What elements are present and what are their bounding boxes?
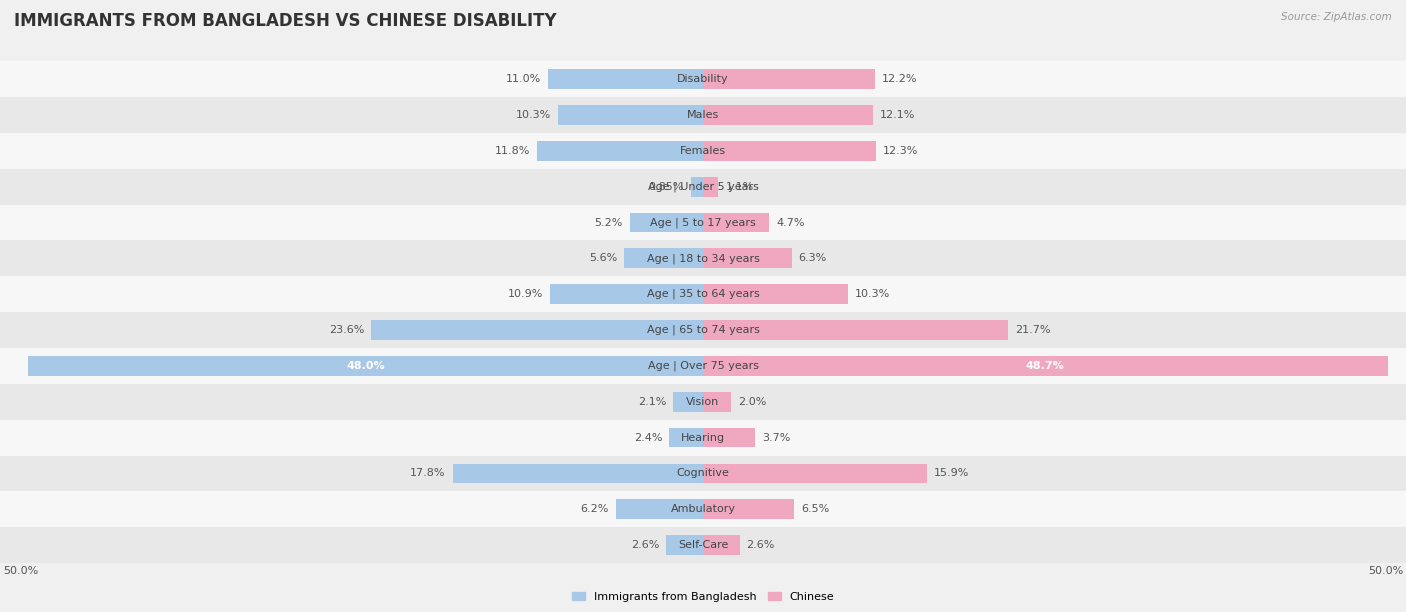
Bar [0,420,1406,455]
Text: 10.3%: 10.3% [855,289,890,299]
Text: 17.8%: 17.8% [411,468,446,479]
Bar [692,177,703,196]
Text: 11.8%: 11.8% [495,146,530,156]
Bar [703,285,848,304]
Text: 1.1%: 1.1% [725,182,754,192]
Bar [0,169,1406,204]
Text: Age | 65 to 74 years: Age | 65 to 74 years [647,325,759,335]
Bar [703,536,740,555]
Bar [371,320,703,340]
Text: 48.7%: 48.7% [1026,361,1064,371]
Text: 2.6%: 2.6% [631,540,659,550]
Text: Age | Over 75 years: Age | Over 75 years [648,360,758,371]
Bar [703,428,755,447]
Text: Hearing: Hearing [681,433,725,442]
Text: 5.2%: 5.2% [595,217,623,228]
Bar [0,241,1406,276]
Text: 15.9%: 15.9% [934,468,969,479]
Text: Source: ZipAtlas.com: Source: ZipAtlas.com [1281,12,1392,22]
Text: 10.9%: 10.9% [508,289,543,299]
Bar [666,536,703,555]
Text: Cognitive: Cognitive [676,468,730,479]
Text: 21.7%: 21.7% [1015,325,1050,335]
Bar [703,499,794,519]
Bar [537,141,703,161]
Text: 6.5%: 6.5% [801,504,830,514]
Bar [0,348,1406,384]
Bar [0,97,1406,133]
Text: 12.1%: 12.1% [880,110,915,120]
Text: 4.7%: 4.7% [776,217,804,228]
Text: Vision: Vision [686,397,720,407]
Bar [703,463,927,483]
Text: 3.7%: 3.7% [762,433,790,442]
Bar [0,491,1406,527]
Text: 2.1%: 2.1% [638,397,666,407]
Text: 6.2%: 6.2% [581,504,609,514]
Bar [703,141,876,161]
Text: Females: Females [681,146,725,156]
Text: 0.85%: 0.85% [648,182,685,192]
Text: 50.0%: 50.0% [1368,566,1403,576]
Bar [0,61,1406,97]
Bar [703,320,1008,340]
Legend: Immigrants from Bangladesh, Chinese: Immigrants from Bangladesh, Chinese [567,588,839,606]
Text: 12.2%: 12.2% [882,74,917,84]
Text: 2.6%: 2.6% [747,540,775,550]
Text: 11.0%: 11.0% [506,74,541,84]
Bar [703,392,731,412]
Bar [0,133,1406,169]
Bar [0,527,1406,563]
Bar [616,499,703,519]
Bar [0,384,1406,420]
Text: 23.6%: 23.6% [329,325,364,335]
Bar [673,392,703,412]
Text: Ambulatory: Ambulatory [671,504,735,514]
Text: Disability: Disability [678,74,728,84]
Text: 5.6%: 5.6% [589,253,617,263]
Bar [28,356,703,376]
Bar [703,105,873,125]
Text: 2.0%: 2.0% [738,397,766,407]
Bar [703,248,792,268]
Bar [0,276,1406,312]
Bar [624,248,703,268]
Text: Age | 35 to 64 years: Age | 35 to 64 years [647,289,759,299]
Text: Self-Care: Self-Care [678,540,728,550]
Text: 2.4%: 2.4% [634,433,662,442]
Bar [550,285,703,304]
Text: Age | 18 to 34 years: Age | 18 to 34 years [647,253,759,264]
Bar [669,428,703,447]
Text: IMMIGRANTS FROM BANGLADESH VS CHINESE DISABILITY: IMMIGRANTS FROM BANGLADESH VS CHINESE DI… [14,12,557,30]
Bar [703,177,718,196]
Bar [548,69,703,89]
Text: 6.3%: 6.3% [799,253,827,263]
Bar [453,463,703,483]
Text: 50.0%: 50.0% [3,566,38,576]
Bar [703,212,769,233]
Bar [558,105,703,125]
Bar [630,212,703,233]
Bar [0,455,1406,491]
Text: 12.3%: 12.3% [883,146,918,156]
Bar [703,69,875,89]
Text: Males: Males [688,110,718,120]
Text: 10.3%: 10.3% [516,110,551,120]
Text: 48.0%: 48.0% [346,361,385,371]
Text: Age | Under 5 years: Age | Under 5 years [648,181,758,192]
Text: Age | 5 to 17 years: Age | 5 to 17 years [650,217,756,228]
Bar [703,356,1388,376]
Bar [0,204,1406,241]
Bar [0,312,1406,348]
